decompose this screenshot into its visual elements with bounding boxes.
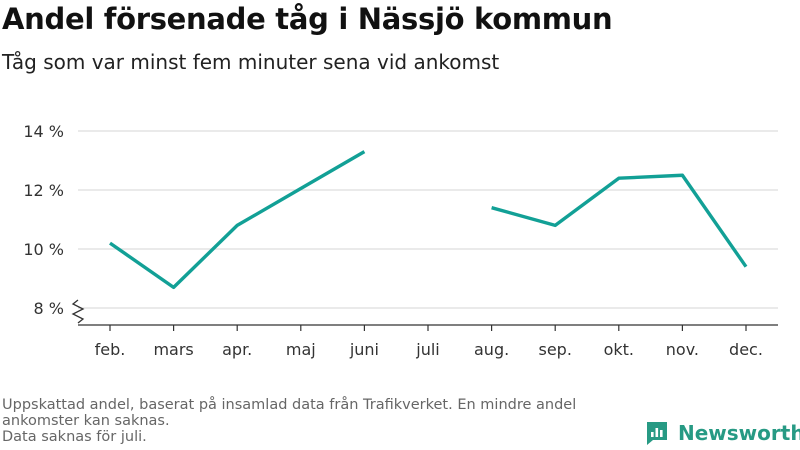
chart-title: Andel försenade tåg i Nässjö kommun [2, 2, 613, 36]
brand-name: Newsworthy [678, 421, 800, 445]
footnote: Uppskattad andel, baserat på insamlad da… [2, 397, 642, 445]
footnote-missing-data: Data saknas för juli. [2, 429, 147, 445]
newsworthy-logo-icon [647, 422, 667, 445]
gridlines [78, 130, 778, 309]
series-lines [109, 150, 748, 290]
y-tick-label: 8 % [34, 299, 64, 318]
series-line-segment [109, 150, 366, 290]
y-tick-label: 10 % [23, 240, 64, 259]
axes [71, 299, 778, 331]
x-tick-label: juli [415, 340, 439, 359]
x-tick-label: feb. [95, 340, 126, 359]
y-tick-label: 14 % [23, 122, 64, 141]
y-tick-label: 12 % [23, 181, 64, 200]
chart-subtitle: Tåg som var minst fem minuter sena vid a… [2, 50, 500, 74]
x-tick-label: apr. [222, 340, 252, 359]
x-tick-label: maj [286, 340, 316, 359]
x-tick-label: nov. [666, 340, 699, 359]
footnote-source: Uppskattad andel, baserat på insamlad da… [2, 397, 577, 429]
y-axis-break-mark [71, 299, 85, 324]
x-tick-label: sep. [538, 340, 571, 359]
line-chart: 8 % 10 % 12 % 14 % feb. mars apr. maj juni juli au… [23, 122, 778, 359]
x-tick-label: okt. [604, 340, 634, 359]
x-tick-label: juni [349, 340, 379, 359]
x-tick-label: aug. [474, 340, 509, 359]
newsworthy-logo: Newsworthy [644, 420, 800, 446]
x-tick-label: dec. [729, 340, 763, 359]
series-line-segment [491, 173, 748, 268]
x-tick-label: mars [153, 340, 193, 359]
tick-labels: 8 % 10 % 12 % 14 % feb. mars apr. maj juni juli au… [23, 122, 763, 359]
